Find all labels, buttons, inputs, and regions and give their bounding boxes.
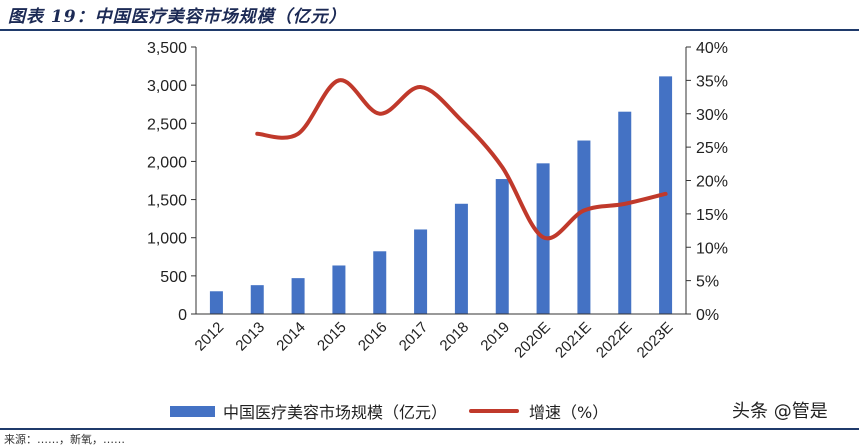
right-tick-label: 30% bbox=[696, 107, 728, 124]
x-tick-label: 2018 bbox=[437, 319, 473, 355]
right-tick-label: 5% bbox=[696, 274, 719, 291]
left-tick-label: 2,000 bbox=[147, 154, 187, 171]
x-tick-label: 2023E bbox=[634, 319, 677, 362]
bar-2017 bbox=[414, 229, 428, 314]
x-tick-label: 2022E bbox=[593, 319, 636, 362]
left-tick-label: 3,500 bbox=[147, 40, 187, 57]
left-tick-label: 500 bbox=[160, 269, 187, 286]
right-tick-label: 20% bbox=[696, 174, 728, 191]
right-tick-label: 10% bbox=[696, 240, 728, 257]
left-tick-label: 2,500 bbox=[147, 116, 187, 133]
right-tick-label: 25% bbox=[696, 140, 728, 157]
right-tick-label: 15% bbox=[696, 207, 728, 224]
bar-2021E bbox=[577, 140, 591, 314]
legend-bar-swatch bbox=[170, 405, 215, 417]
x-tick-label: 2016 bbox=[355, 319, 391, 355]
legend-line-label: 增速（%） bbox=[529, 403, 609, 422]
x-tick-label: 2015 bbox=[314, 319, 350, 355]
watermark: 头条 @管是 bbox=[732, 401, 828, 422]
title-divider bbox=[0, 29, 859, 31]
left-tick-label: 1,000 bbox=[147, 231, 187, 248]
bar-2018 bbox=[454, 203, 468, 314]
growth-rate-line bbox=[255, 78, 668, 241]
bar-2022E bbox=[618, 111, 632, 315]
x-tick-label: 2014 bbox=[273, 319, 309, 355]
bar-2014 bbox=[291, 278, 305, 314]
right-tick-label: 40% bbox=[696, 40, 728, 57]
source-note: 来源：……，新氧，…… bbox=[4, 433, 125, 446]
x-tick-label: 2021E bbox=[552, 319, 595, 362]
x-tick-label: 2013 bbox=[232, 319, 268, 355]
bar-2019 bbox=[495, 179, 509, 314]
right-tick-label: 35% bbox=[696, 73, 728, 90]
left-tick-label: 3,000 bbox=[147, 78, 187, 95]
chart-legend: 中国医疗美容市场规模（亿元） 增速（%） bbox=[170, 399, 608, 423]
x-tick-label: 2012 bbox=[192, 319, 228, 355]
bar-2013 bbox=[250, 285, 264, 314]
legend-bar-label: 中国医疗美容市场规模（亿元） bbox=[223, 403, 448, 422]
left-tick-label: 0 bbox=[178, 307, 187, 324]
right-tick-label: 0% bbox=[696, 307, 719, 324]
legend-line-swatch bbox=[469, 409, 520, 413]
bar-2016 bbox=[373, 251, 387, 314]
footer-divider bbox=[0, 428, 859, 430]
x-tick-label: 2019 bbox=[477, 319, 513, 355]
bar-2012 bbox=[209, 291, 223, 314]
bar-2015 bbox=[332, 265, 346, 314]
left-tick-label: 1,500 bbox=[147, 193, 187, 210]
x-tick-label: 2017 bbox=[396, 319, 432, 355]
x-tick-label: 2020E bbox=[511, 319, 554, 362]
figure-title: 图表 19：中国医疗美容市场规模（亿元） bbox=[8, 7, 347, 27]
